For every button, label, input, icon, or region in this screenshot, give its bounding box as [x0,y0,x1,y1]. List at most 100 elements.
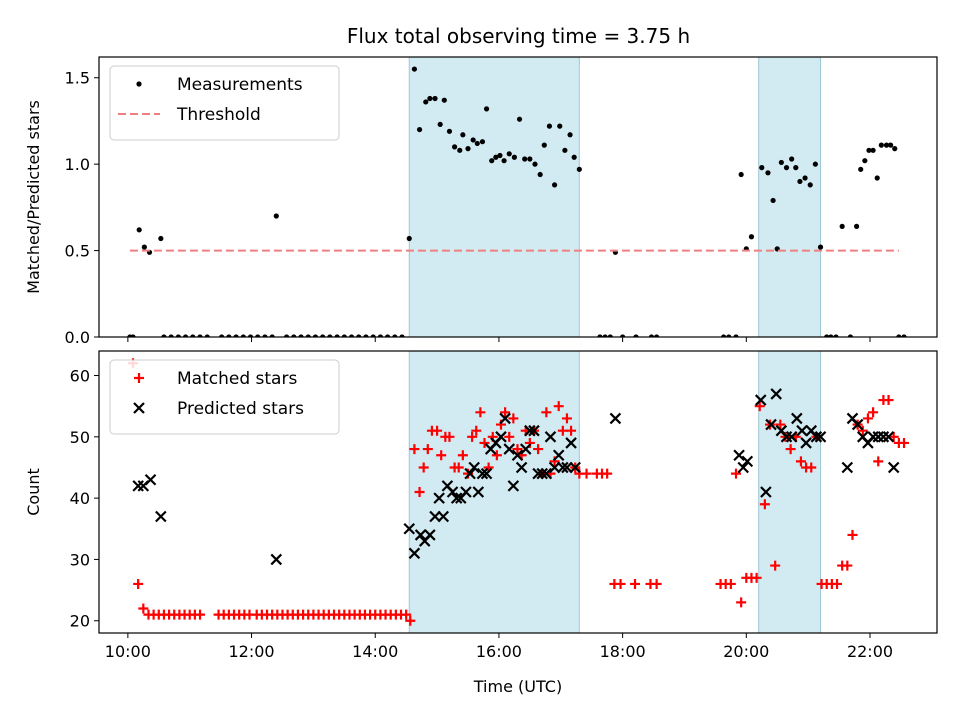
measurements-point [460,132,466,138]
measurements-point [817,244,824,250]
measurements-point [399,334,405,337]
predicted-stars-point [403,523,416,535]
measurements-point [522,156,528,162]
measurements-point [532,161,538,167]
measurements-point [427,95,433,102]
measurements-point [312,334,319,337]
predicted-stars-point [144,473,157,486]
matched-stars-point [414,487,425,497]
y-tick-label: 50 [70,428,90,447]
measurements-point [457,147,463,153]
measurements-point [305,334,311,337]
matched-stars-point [512,444,523,455]
predicted-stars-point [433,492,445,504]
measurements-point [465,146,471,152]
measurements-point [197,334,203,337]
measurements-point [546,123,553,129]
measurements-point [748,234,755,240]
measurements-point [793,165,799,171]
measurements-point [654,334,660,337]
matched-stars-point [832,578,843,589]
measurements-point [721,334,727,337]
predicted-stars-point [429,510,441,523]
matched-stars-point [725,578,736,589]
measurements-point [733,334,739,337]
measurements-point [828,334,834,337]
measurements-point [516,116,523,122]
measurements-point [441,97,447,103]
predicted-stars-point [499,412,511,425]
measurements-point [370,334,376,337]
matched-stars-point [561,413,572,424]
predicted-stars-point [754,394,767,406]
y-tick-label: 20 [70,612,90,631]
predicted-stars-point [569,461,581,474]
matched-stars-point [873,456,884,467]
predicted-stars-point [408,547,421,560]
legend-box [109,65,340,141]
x-tick-label: 14:00 [352,642,398,661]
measurements-point [161,334,167,337]
measurements-point [168,334,174,337]
matched-stars-point [195,609,206,620]
measurements-point [255,334,261,337]
matched-stars-point [409,444,420,455]
measurements-point [158,235,164,242]
predicted-stars-point [524,424,536,437]
measurements-point [812,161,818,167]
x-tick-label: 18:00 [600,642,646,661]
measurements-point [527,156,533,162]
measurements-point [770,197,776,204]
predicted-stars-point [872,431,885,443]
matched-stars-point [847,529,858,540]
measurements-point [847,334,854,337]
predicted-stars-point [841,461,854,474]
matched-stars-point [731,468,742,479]
x-axis-label: Time (UTC) [473,677,562,696]
measurements-point [896,334,902,337]
measurements-point [648,334,655,337]
matched-stars-point [133,578,144,589]
matched-stars-point [479,437,490,448]
measurements-point [493,154,499,160]
matched-stars-point [504,431,515,442]
matched-stars-point [736,597,747,608]
measurements-point [377,334,383,337]
measurements-point [130,334,136,337]
measurements-point [392,334,398,337]
matched-stars-point [806,462,817,473]
predicted-stars-point [770,388,782,400]
ratio-panel: 0.0 0.5 1.0 1.5 Matched/Predicted stars Measu… [24,56,938,347]
measurements-point [269,334,275,337]
measurements-point [416,126,423,133]
predicted-stars-point [561,461,573,474]
measurements-point [470,137,476,143]
matched-stars-point [467,431,478,442]
matched-stars-point [471,425,482,436]
matched-stars-point [138,603,149,614]
y-axis-label: Matched/Predicted stars [24,100,43,294]
matched-stars-point [770,560,781,571]
plot-area [128,358,910,626]
predicted-stars-point [270,553,283,566]
measurements-point [541,142,547,148]
matched-stars-point [651,578,662,589]
predicted-stars-point [548,461,561,474]
matched-stars-point [862,413,873,424]
measurements-point [839,223,845,229]
matched-stars-point [883,395,894,406]
measurements-point [506,151,512,157]
shaded-interval-1 [408,56,580,338]
measurements-point [452,144,458,150]
measurements-point [320,334,326,337]
y-tick-label: 1.0 [65,155,90,174]
x-tick-label: 12:00 [228,642,274,661]
measurements-point [291,334,297,337]
predicted-stars-point [503,443,516,455]
matched-stars-point [401,609,412,620]
measurements-point [854,223,860,229]
measurements-point [557,123,563,129]
measurements-point [497,152,503,159]
measurements-point [562,147,568,153]
